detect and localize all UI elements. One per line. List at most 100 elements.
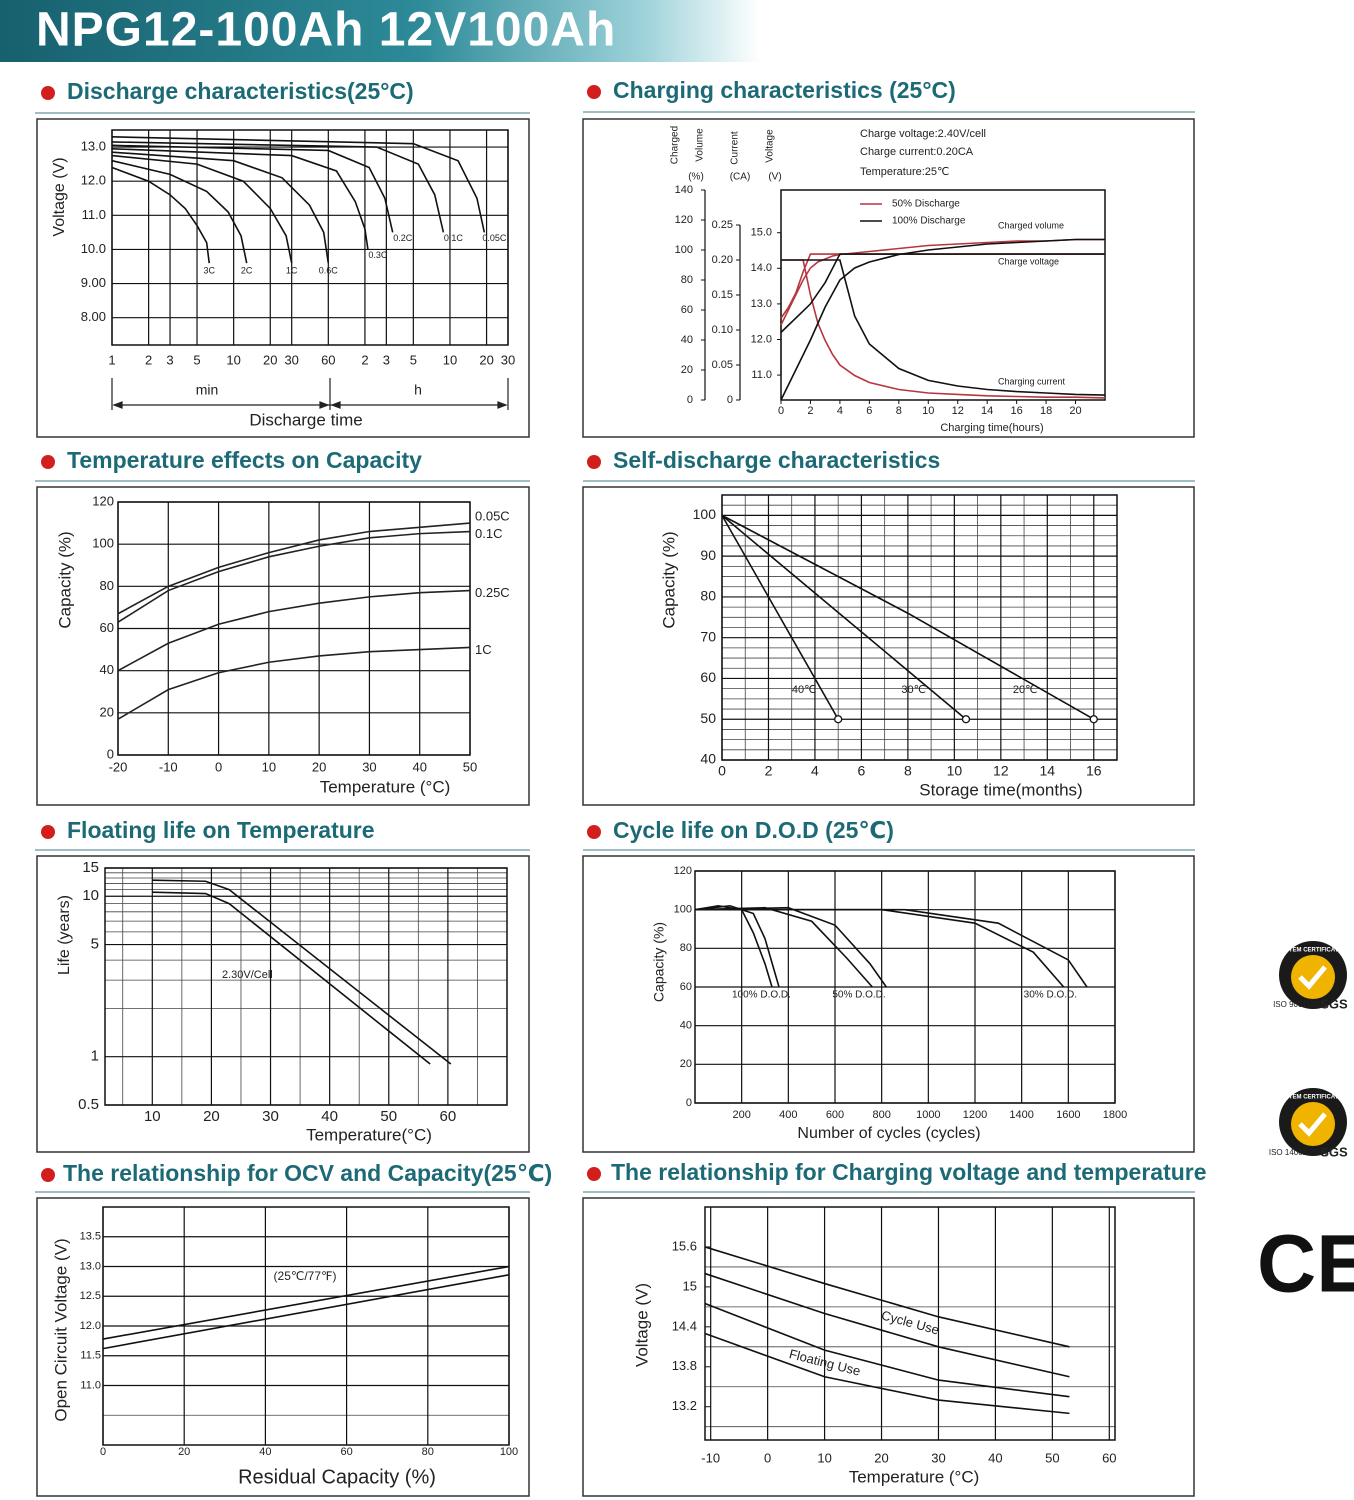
x-tick-label: 16 <box>1011 405 1023 417</box>
x-tick-label: 2 <box>145 352 152 367</box>
section-title: Cycle life on D.O.D (25℃) <box>613 817 894 843</box>
x-tick-label: 10 <box>443 352 457 367</box>
x-tick-label: 30 <box>362 759 376 774</box>
x-tick-label: 10 <box>226 352 240 367</box>
series-label: 1C <box>475 642 492 657</box>
x-axis-label: Discharge time <box>249 410 362 429</box>
x-tick-label: 1600 <box>1056 1109 1080 1121</box>
section-title: The relationship for Charging voltage an… <box>611 1159 1207 1185</box>
x-tick-label: 12 <box>952 405 964 417</box>
series-line <box>102 1274 510 1350</box>
y-tick-label: 40 <box>680 1020 692 1032</box>
x-tick-label: 2 <box>765 763 773 779</box>
x-axis-label: Temperature(°C) <box>306 1125 432 1144</box>
badge: SYSTEM CERTIFICATION ISO 14001:2004 SGS <box>1269 1088 1349 1159</box>
y-tick-label: 80 <box>100 578 114 593</box>
series-line <box>694 906 873 988</box>
series-label: 3C <box>203 265 215 275</box>
series-line <box>111 151 330 264</box>
section-bullet <box>587 455 601 469</box>
section-title: Temperature effects on Capacity <box>67 447 422 473</box>
x-tick-label: 6 <box>858 763 866 779</box>
x-tick-label: 1400 <box>1009 1109 1033 1121</box>
x-tick-label: 18 <box>1040 405 1052 417</box>
badge-brand: SGS <box>1320 1144 1348 1159</box>
x-tick-label: 30 <box>262 1108 279 1125</box>
annotation: Temperature:25℃ <box>860 166 949 178</box>
x-axis-label: Charging time(hours) <box>940 422 1043 434</box>
end-marker <box>834 715 843 724</box>
x-tick-label: 1 <box>108 352 115 367</box>
frame <box>36 855 530 1153</box>
y-tick-label: 14.0 <box>751 262 772 274</box>
y-tick-label: 90 <box>700 547 716 563</box>
frame <box>582 1197 1195 1497</box>
x-tick-label: 800 <box>872 1109 890 1121</box>
y-tick-label: 0 <box>686 1097 692 1109</box>
y-tick-label: 5 <box>91 936 99 953</box>
y-tick-label: 100 <box>92 536 114 551</box>
y-axis-label: Charged <box>670 126 681 164</box>
page-title: NPG12-100Ah 12V100Ah <box>36 4 616 57</box>
frame <box>36 118 530 438</box>
y-axis-unit: (V) <box>768 172 781 183</box>
x-tick-label: 40 <box>412 759 426 774</box>
series-line <box>111 154 293 264</box>
y-tick-label: 0.15 <box>712 289 733 301</box>
y-axis-label: Capacity (%) <box>651 922 667 1002</box>
series-line <box>152 879 452 1065</box>
x-tick-label: 3 <box>166 352 173 367</box>
frame <box>582 855 1195 1153</box>
series-label: 30% D.O.D. <box>1024 990 1077 1001</box>
y-axis-unit: (CA) <box>730 172 751 183</box>
series-label: 100% D.O.D. <box>732 990 791 1001</box>
x-tick-label: 50 <box>463 759 477 774</box>
y-axis-label: Voltage (V) <box>51 157 68 236</box>
y-tick-label: 40 <box>100 662 114 677</box>
y-tick-label: 1 <box>91 1048 99 1065</box>
y-axis-label: Voltage <box>765 129 776 163</box>
frame <box>36 486 530 806</box>
x-tick-label: 0 <box>100 1446 106 1458</box>
y-tick-label: 20 <box>681 364 693 376</box>
y-axis-label: Capacity (%) <box>659 531 678 628</box>
x-tick-label: 400 <box>779 1109 797 1121</box>
y-tick-label: 14.4 <box>672 1318 697 1333</box>
y-tick-label: 15 <box>683 1278 697 1293</box>
x-tick-label: 0 <box>718 763 726 779</box>
x-tick-label: 8 <box>904 763 912 779</box>
series-line <box>704 1246 1070 1348</box>
y-axis-label: Life (years) <box>56 895 73 975</box>
x-tick-label: 10 <box>922 405 934 417</box>
series-line <box>117 646 471 720</box>
frame <box>36 1197 530 1497</box>
y-tick-label: 0 <box>687 394 693 406</box>
x-tick-label: 4 <box>837 405 843 417</box>
series-line <box>704 1332 1070 1415</box>
x-tick-label: 1200 <box>963 1109 987 1121</box>
x-tick-label: 50 <box>380 1108 397 1125</box>
annotation: min <box>196 382 219 398</box>
y-tick-label: 9.00 <box>81 275 106 290</box>
series-line <box>111 136 486 233</box>
series-label: 0.05C <box>482 233 507 243</box>
x-tick-label: 4 <box>811 763 819 779</box>
y-tick-label: 15.0 <box>751 227 772 239</box>
y-axis-unit: (%) <box>688 172 704 183</box>
banner <box>0 0 760 62</box>
y-tick-label: 11.5 <box>80 1350 101 1362</box>
series-line <box>102 1265 510 1340</box>
x-tick-label: 0 <box>778 405 784 417</box>
x-tick-label: -10 <box>701 1450 720 1465</box>
y-tick-label: 10.0 <box>81 241 106 256</box>
x-tick-label: 40 <box>988 1450 1002 1465</box>
section-title: Charging characteristics (25°C) <box>613 77 956 103</box>
y-tick-label: 100 <box>675 244 693 256</box>
x-tick-label: 20 <box>479 352 493 367</box>
series-label: 0.6C <box>319 265 339 275</box>
y-tick-label: 60 <box>680 981 692 993</box>
badge: SYSTEM CERTIFICATION ISO 9001:2008 SGS <box>1273 941 1349 1011</box>
y-tick-label: 140 <box>675 184 693 196</box>
